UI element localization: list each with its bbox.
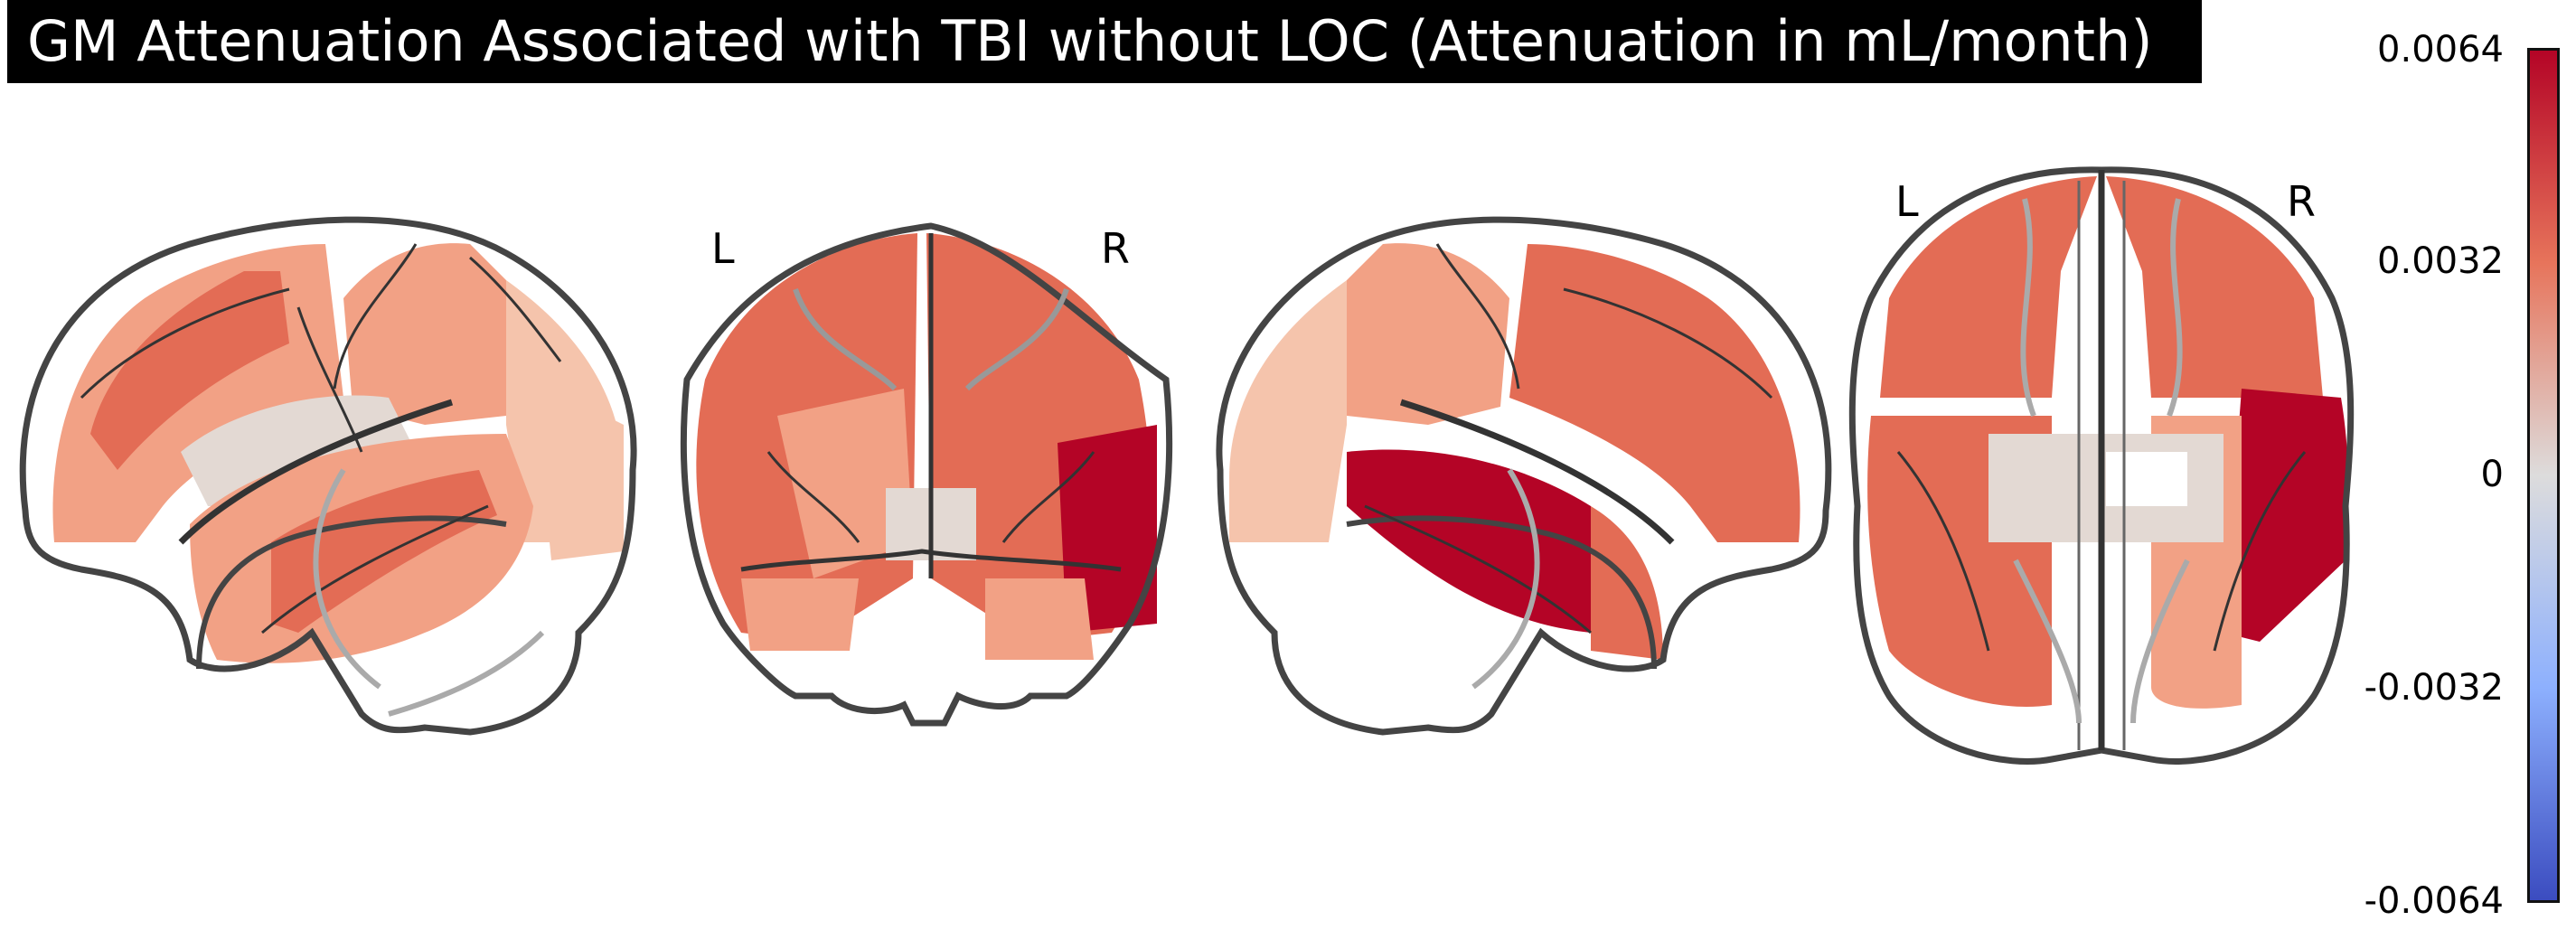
left-sagittal-view [19,216,637,736]
axial-right-label: R [2287,177,2316,226]
coronal-left-pale [777,389,913,578]
axial-center-white [2106,452,2187,506]
colorbar-tick-max: 0.0064 [2377,29,2504,70]
axial-view [1848,166,2355,765]
sagittal-right-frontal [1509,244,1800,542]
axial-right-frontal [2106,176,2323,398]
sagittal-right-occipital [1229,280,1347,542]
coronal-lower-right [985,578,1094,660]
coronal-outline [680,222,1173,727]
sagittal-left-occipital-region [533,380,624,560]
sagittal-right-outline [1216,216,1832,736]
sagittal-left-frontal-dark [90,271,289,470]
sagittal-left-temporal-dark [271,470,497,633]
colorbar [2527,48,2560,903]
colorbar-tick-min: -0.0064 [2364,880,2504,922]
coronal-left-label: L [711,224,735,273]
coronal-view [680,222,1173,727]
coronal-lower-left [741,578,859,651]
axial-right-strong [2223,389,2349,642]
colorbar-tick-lower: -0.0032 [2364,667,2504,709]
sagittal-left-outline [19,216,637,736]
coronal-right-label: R [1101,224,1130,273]
axial-left-label: L [1895,177,1919,226]
colorbar-tick-upper: 0.0032 [2377,240,2504,282]
colorbar-tick-zero: 0 [2480,454,2504,495]
figure-title: GM Attenuation Associated with TBI witho… [7,0,2202,83]
axial-left-frontal [1880,176,2097,398]
sagittal-right-temporal-strong [1347,449,1591,633]
right-sagittal-view [1216,216,1832,736]
